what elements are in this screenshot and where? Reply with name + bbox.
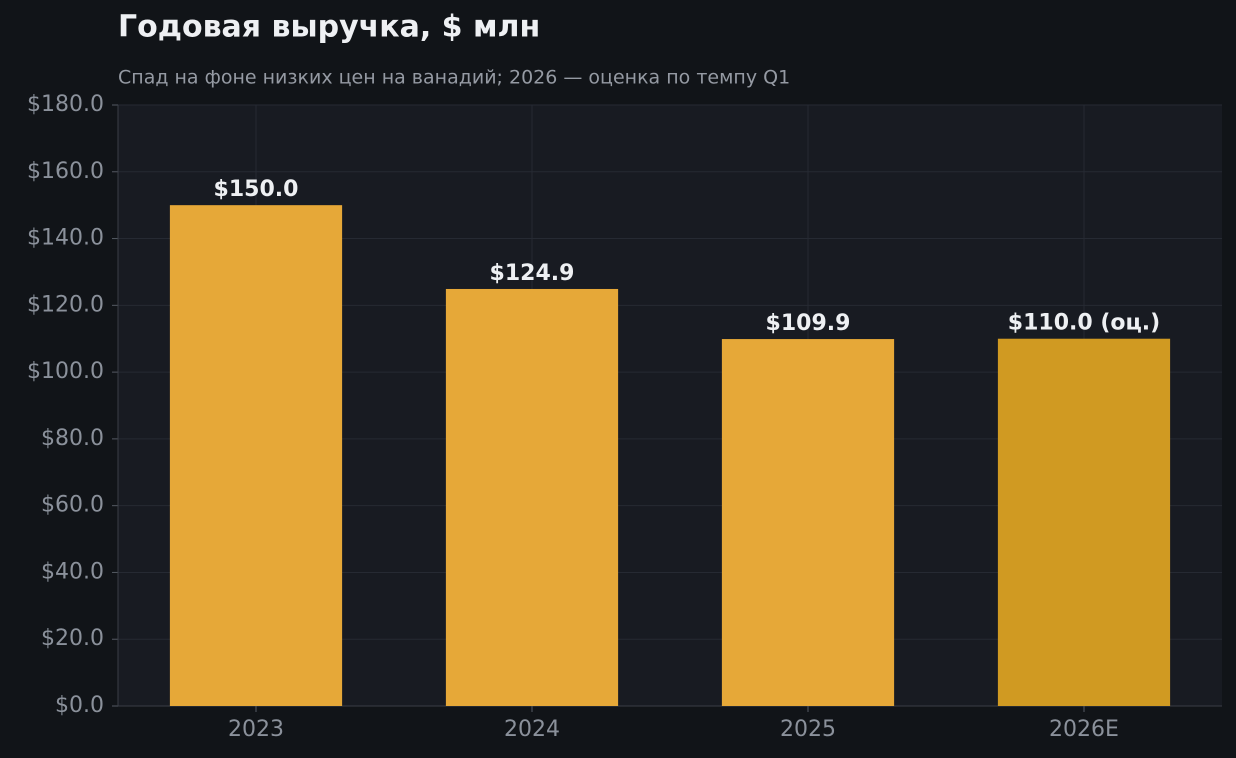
chart-title: Годовая выручка, $ млн [118, 10, 540, 45]
y-tick-label: $160.0 [27, 159, 104, 184]
value-label: $110.0 (оц.) [1008, 311, 1160, 336]
bar [997, 338, 1171, 706]
y-tick-label: $140.0 [27, 226, 104, 251]
y-tick-label: $60.0 [41, 493, 104, 518]
chart-subtitle: Спад на фоне низких цен на ванадий; 2026… [118, 67, 790, 89]
bar [169, 205, 343, 706]
y-tick-label: $40.0 [41, 559, 104, 584]
bar [445, 288, 619, 706]
value-label: $109.9 [766, 311, 851, 336]
y-tick-label: $20.0 [41, 626, 104, 651]
bar [721, 339, 895, 706]
value-label: $150.0 [214, 177, 299, 202]
y-tick-label: $100.0 [27, 359, 104, 384]
y-tick-label: $80.0 [41, 426, 104, 451]
value-label: $124.9 [490, 261, 575, 286]
x-tick-label: 2024 [504, 717, 560, 742]
y-tick-label: $180.0 [27, 92, 104, 117]
x-tick-label: 2026E [1049, 717, 1119, 742]
x-tick-label: 2023 [228, 717, 284, 742]
y-tick-label: $0.0 [55, 693, 104, 718]
x-tick-label: 2025 [780, 717, 836, 742]
y-tick-label: $120.0 [27, 292, 104, 317]
